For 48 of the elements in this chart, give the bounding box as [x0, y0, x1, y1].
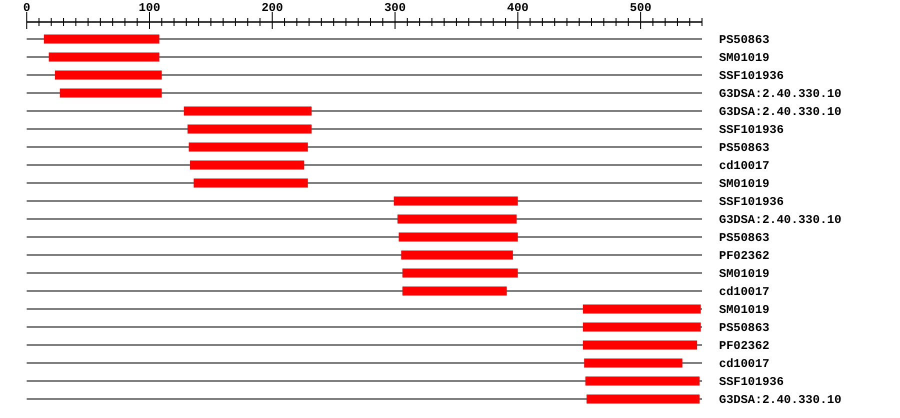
y-tick-label: G3DSA:2.40.330.10	[719, 105, 842, 119]
bar	[44, 34, 160, 44]
x-tick-label: 100	[138, 1, 160, 15]
y-tick-label: PS50863	[719, 33, 770, 47]
bar	[584, 358, 682, 368]
x-tick-label: 0	[23, 1, 30, 15]
y-tick-label: SSF101936	[719, 69, 784, 83]
y-tick-label: PS50863	[719, 141, 770, 155]
bar	[184, 106, 312, 116]
bar	[402, 268, 518, 278]
bar	[194, 178, 308, 188]
bar	[398, 214, 517, 224]
bar	[190, 160, 304, 170]
y-tick-label: cd10017	[719, 285, 770, 299]
bar	[582, 340, 698, 350]
y-tick-label: G3DSA:2.40.330.10	[719, 213, 842, 227]
bar	[188, 124, 312, 134]
bar	[582, 304, 701, 314]
y-tick-label: SM01019	[719, 177, 770, 191]
y-tick-label: SSF101936	[719, 123, 784, 137]
x-tick-label: 400	[507, 1, 529, 15]
y-tick-label: SM01019	[719, 303, 770, 317]
y-tick-label: G3DSA:2.40.330.10	[719, 87, 842, 101]
bar	[394, 196, 518, 206]
y-tick-label: SSF101936	[719, 375, 784, 389]
y-tick-label: SSF101936	[719, 195, 784, 209]
bar	[401, 250, 513, 260]
y-tick-label: G3DSA:2.40.330.10	[719, 393, 842, 407]
bar	[188, 142, 308, 152]
x-tick-label: 300	[384, 1, 406, 15]
y-tick-label: PF02362	[719, 339, 770, 353]
x-tick-label: 200	[261, 1, 284, 15]
y-tick-label: SM01019	[719, 267, 770, 281]
bar	[586, 394, 700, 404]
bar	[402, 286, 507, 296]
bar	[60, 88, 162, 98]
y-tick-label: cd10017	[719, 357, 770, 371]
y-tick-label: PF02362	[719, 249, 770, 263]
bar	[582, 322, 701, 332]
bar	[48, 52, 160, 62]
bar	[585, 376, 700, 386]
bar	[398, 232, 518, 242]
y-tick-label: cd10017	[719, 159, 770, 173]
y-tick-label: PS50863	[719, 231, 770, 245]
bar	[54, 70, 162, 80]
y-tick-label: PS50863	[719, 321, 770, 335]
x-tick-label: 500	[630, 1, 652, 15]
y-tick-label: SM01019	[719, 51, 770, 65]
